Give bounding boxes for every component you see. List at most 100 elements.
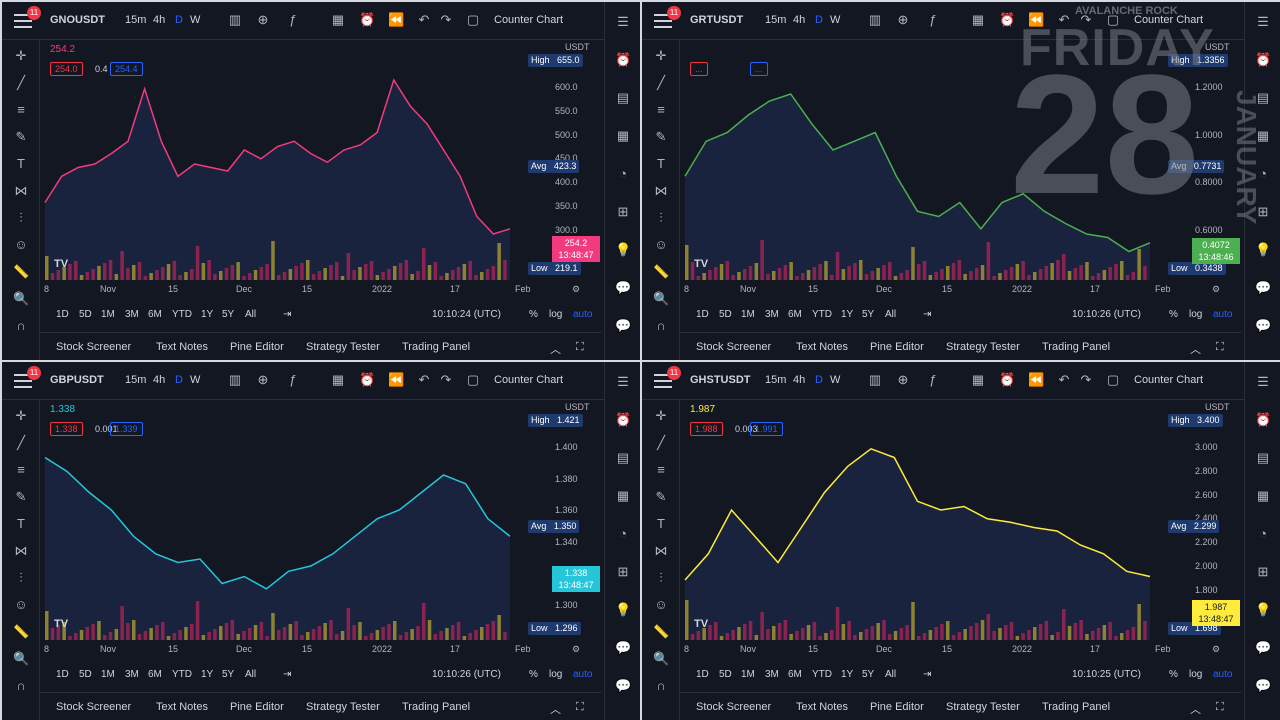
fib-icon[interactable]: ≡: [657, 462, 665, 477]
symbol-search[interactable]: GNOUSDT: [50, 14, 105, 26]
range-3m[interactable]: 3M: [765, 309, 779, 320]
chart-panel-gbp[interactable]: 11 GBPUSDT 15m 4h D W ▥ ⊕ ƒ ▦ ⏰ ⏪ ↶ ↷ ▢ Counter Chart ✛ ╱…: [2, 362, 640, 720]
log-toggle[interactable]: log: [549, 669, 563, 680]
interval-15m[interactable]: 15m: [125, 374, 147, 386]
indicators-icon[interactable]: ƒ: [289, 12, 297, 27]
zoom-icon[interactable]: 🔍: [13, 291, 30, 306]
interval-d[interactable]: D: [175, 374, 183, 386]
interval-w[interactable]: W: [830, 374, 841, 386]
auto-toggle[interactable]: auto: [573, 309, 593, 320]
ruler-icon[interactable]: 📏: [13, 264, 30, 279]
calendar-icon[interactable]: ▦: [1256, 488, 1270, 503]
interval-w[interactable]: W: [190, 374, 201, 386]
pattern-icon[interactable]: ⋈: [654, 543, 668, 558]
ruler-icon[interactable]: 📏: [653, 624, 670, 639]
data-window-icon[interactable]: ⊞: [617, 564, 629, 579]
crosshair-icon[interactable]: ✛: [655, 48, 667, 63]
interval-d[interactable]: D: [175, 14, 183, 26]
add-indicator-icon[interactable]: ⊕: [257, 372, 269, 387]
brush-icon[interactable]: ✎: [655, 489, 667, 504]
news-icon[interactable]: ▤: [616, 450, 630, 465]
symbol-search[interactable]: GHSTUSDT: [690, 374, 751, 386]
chat-icon[interactable]: 💬: [1255, 280, 1272, 295]
range-1y[interactable]: 1Y: [841, 309, 854, 320]
range-1y[interactable]: 1Y: [841, 669, 854, 680]
range-1m[interactable]: 1M: [741, 309, 755, 320]
range-5d[interactable]: 5D: [719, 669, 732, 680]
redo-icon[interactable]: ↷: [440, 12, 452, 27]
chart-area[interactable]: 254.2 254.0 0.4 254.4 USDT 600.0 550.0 500.0 450…: [40, 40, 600, 298]
counter-chart-button[interactable]: Counter Chart: [494, 14, 564, 26]
indicators-icon[interactable]: ƒ: [929, 12, 937, 27]
range-5d[interactable]: 5D: [79, 309, 92, 320]
range-3m[interactable]: 3M: [765, 669, 779, 680]
pattern-icon[interactable]: ⋈: [14, 183, 28, 198]
tab-stock-screener[interactable]: Stock Screener: [696, 701, 772, 713]
percent-toggle[interactable]: %: [529, 669, 538, 680]
candles-icon[interactable]: ▥: [868, 12, 882, 27]
tab-strategy-tester[interactable]: Strategy Tester: [946, 701, 1020, 713]
counter-chart-button[interactable]: Counter Chart: [1134, 14, 1204, 26]
text-icon[interactable]: T: [657, 156, 665, 171]
chart-panel-gno[interactable]: 11 GNOUSDT 15m 4h D W ▥ ⊕ ƒ ▦ ⏰ ⏪ ↶ ↷ ▢ Counter Chart ✛ ╱…: [2, 2, 640, 360]
text-icon[interactable]: T: [17, 516, 25, 531]
range-6m[interactable]: 6M: [788, 669, 802, 680]
layout-icon[interactable]: ▦: [331, 372, 345, 387]
counter-chart-button[interactable]: Counter Chart: [494, 374, 564, 386]
calendar-icon[interactable]: ▦: [616, 128, 630, 143]
range-1m[interactable]: 1M: [101, 669, 115, 680]
ideas-icon[interactable]: ◔: [1259, 526, 1267, 541]
watchlist-icon[interactable]: ☰: [1257, 374, 1269, 389]
emoji-icon[interactable]: ☺: [654, 597, 668, 612]
alert-icon[interactable]: ⏰: [999, 372, 1016, 387]
interval-15m[interactable]: 15m: [125, 14, 147, 26]
rectangle-icon[interactable]: ▢: [466, 12, 480, 27]
menu-icon[interactable]: [12, 370, 34, 392]
alert-icon[interactable]: ⏰: [359, 12, 376, 27]
auto-toggle[interactable]: auto: [1213, 669, 1233, 680]
tab-trading-panel[interactable]: Trading Panel: [402, 701, 471, 713]
chart-panel-grt[interactable]: 11 GRTUSDT 15m 4h D W ▥ ⊕ ƒ ▦ ⏰ ⏪ ↶ ↷ ▢ Counter Chart ✛ ╱…: [642, 2, 1280, 360]
indicators-icon[interactable]: ƒ: [289, 372, 297, 387]
add-indicator-icon[interactable]: ⊕: [897, 12, 909, 27]
layout-icon[interactable]: ▦: [331, 12, 345, 27]
goto-date-icon[interactable]: ⇥: [283, 309, 292, 320]
maximize-icon[interactable]: ⛶: [1216, 341, 1224, 353]
calendar-icon[interactable]: ▦: [1256, 128, 1270, 143]
clock-label[interactable]: 10:10:24 (UTC): [432, 309, 501, 320]
layout-icon[interactable]: ▦: [971, 372, 985, 387]
range-ytd[interactable]: YTD: [812, 669, 832, 680]
clock-label[interactable]: 10:10:25 (UTC): [1072, 669, 1141, 680]
clock-label[interactable]: 10:10:26 (UTC): [432, 669, 501, 680]
maximize-icon[interactable]: ⛶: [1216, 701, 1224, 713]
range-5d[interactable]: 5D: [719, 309, 732, 320]
data-window-icon[interactable]: ⊞: [617, 204, 629, 219]
emoji-icon[interactable]: ☺: [654, 237, 668, 252]
ruler-icon[interactable]: 📏: [13, 624, 30, 639]
range-1m[interactable]: 1M: [741, 669, 755, 680]
range-ytd[interactable]: YTD: [172, 309, 192, 320]
settings-icon[interactable]: ⚙: [572, 284, 581, 294]
measure-icon[interactable]: ⫶: [659, 570, 663, 585]
zoom-icon[interactable]: 🔍: [653, 651, 670, 666]
chart-area[interactable]: ...... USDT 1.2000 1.0000 0.8000 0.6000 High 1…: [680, 40, 1240, 298]
interval-4h[interactable]: 4h: [793, 14, 806, 26]
range-1d[interactable]: 1D: [56, 669, 69, 680]
magnet-icon[interactable]: ∩: [16, 318, 26, 333]
goto-date-icon[interactable]: ⇥: [923, 309, 932, 320]
watchlist-icon[interactable]: ☰: [1257, 14, 1269, 29]
alerts-icon[interactable]: ⏰: [1255, 52, 1272, 67]
tab-text-notes[interactable]: Text Notes: [156, 341, 208, 353]
alerts-icon[interactable]: ⏰: [615, 412, 632, 427]
log-toggle[interactable]: log: [1189, 309, 1203, 320]
trendline-icon[interactable]: ╱: [657, 75, 665, 90]
text-icon[interactable]: T: [17, 156, 25, 171]
add-indicator-icon[interactable]: ⊕: [897, 372, 909, 387]
interval-w[interactable]: W: [830, 14, 841, 26]
tab-trading-panel[interactable]: Trading Panel: [1042, 701, 1111, 713]
range-3m[interactable]: 3M: [125, 309, 139, 320]
replay-icon[interactable]: ⏪: [1028, 372, 1045, 387]
ideas-icon[interactable]: ◔: [619, 166, 627, 181]
layout-icon[interactable]: ▦: [971, 12, 985, 27]
settings-icon[interactable]: ⚙: [1212, 644, 1221, 654]
